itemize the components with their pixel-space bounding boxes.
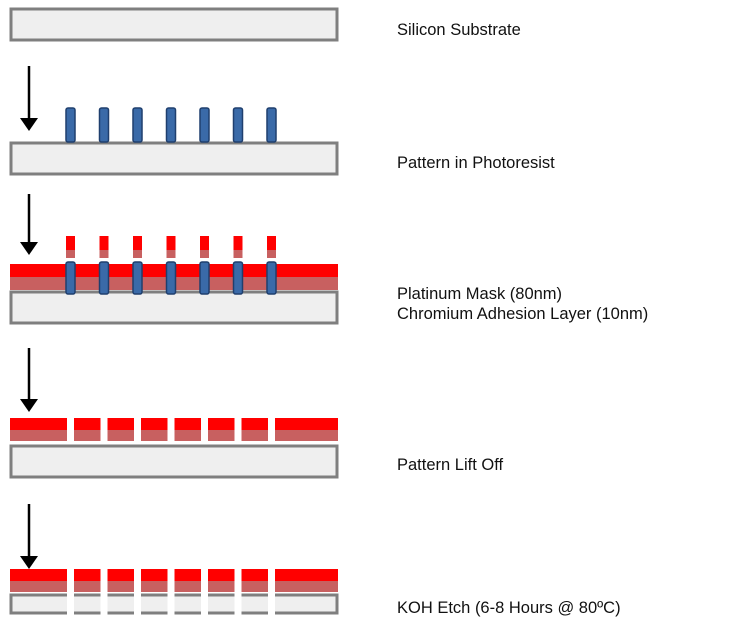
- step-label-silicon-substrate: Silicon Substrate: [397, 20, 521, 40]
- platinum-segment: [208, 569, 235, 581]
- platinum-segment: [107, 418, 134, 430]
- platinum-segment: [275, 569, 338, 581]
- step-label-metal-deposition: Platinum Mask (80nm) Chromium Adhesion L…: [397, 284, 648, 324]
- step-label-koh-etch: KOH Etch (6-8 Hours @ 80ºC): [397, 598, 621, 618]
- photoresist-pillar: [65, 107, 76, 143]
- step-3-metal-deposition: [9, 236, 339, 325]
- etched-trench: [167, 592, 175, 616]
- patterned-metal-mask: [10, 569, 338, 592]
- photoresist-pillars: [65, 107, 277, 143]
- photoresist-pillar: [65, 261, 76, 295]
- platinum-cap: [233, 236, 243, 250]
- chromium-cap: [267, 250, 276, 258]
- chromium-cap: [166, 250, 176, 258]
- silicon-substrate-layer: [9, 290, 339, 325]
- photoresist-pillar: [232, 261, 244, 295]
- label-line: Silicon Substrate: [397, 21, 521, 39]
- platinum-segment: [10, 569, 67, 581]
- chromium-segment: [241, 430, 268, 441]
- chromium-cap: [99, 250, 109, 258]
- photoresist-pillar: [165, 107, 177, 143]
- photoresist-pillar: [266, 107, 277, 143]
- step-4-pattern-lift-off: [9, 418, 339, 479]
- chromium-segment: [174, 581, 201, 592]
- platinum-cap: [66, 236, 75, 250]
- step-5-koh-etch: [9, 569, 339, 616]
- platinum-segment: [241, 418, 268, 430]
- etched-trench: [268, 592, 275, 616]
- photoresist-pillar: [266, 261, 277, 295]
- step-2-pattern-in-photoresist: [9, 107, 339, 176]
- etched-trench: [67, 592, 74, 616]
- label-line: KOH Etch (6-8 Hours @ 80ºC): [397, 599, 621, 617]
- etched-silicon-substrate: [9, 592, 339, 616]
- chromium-segment: [74, 581, 101, 592]
- label-line: Pattern Lift Off: [397, 456, 504, 474]
- platinum-segment: [74, 569, 101, 581]
- process-arrow-1: [20, 66, 38, 131]
- etched-trench: [134, 592, 141, 616]
- etched-trench: [100, 592, 108, 616]
- platinum-segment: [241, 569, 268, 581]
- chromium-segment: [208, 581, 235, 592]
- silicon-substrate-layer: [9, 7, 339, 42]
- etched-trench: [234, 592, 242, 616]
- platinum-cap: [99, 236, 109, 250]
- chromium-segment: [141, 581, 168, 592]
- patterned-metal-mask: [10, 418, 338, 441]
- photoresist-pillar: [165, 261, 177, 295]
- silicon-substrate-layer: [9, 141, 339, 176]
- chromium-segment: [275, 581, 338, 592]
- photoresist-pillar: [98, 261, 110, 295]
- platinum-segment: [208, 418, 235, 430]
- chromium-segment: [174, 430, 201, 441]
- label-line-platinum: Platinum Mask (80nm): [397, 285, 563, 303]
- platinum-cap: [166, 236, 176, 250]
- photoresist-pillar: [199, 261, 210, 295]
- chromium-segment: [10, 430, 67, 441]
- platinum-cap: [200, 236, 209, 250]
- photoresist-pillar: [132, 107, 143, 143]
- platinum-cap: [267, 236, 276, 250]
- platinum-segment: [174, 569, 201, 581]
- photoresist-pillar: [98, 107, 110, 143]
- platinum-segment: [10, 418, 67, 430]
- step-1-silicon-substrate: [9, 7, 339, 42]
- chromium-cap: [200, 250, 209, 258]
- platinum-segment: [141, 418, 168, 430]
- label-line: Pattern in Photoresist: [397, 154, 555, 172]
- platinum-segment: [174, 418, 201, 430]
- platinum-segment: [275, 418, 338, 430]
- process-arrow-2: [20, 194, 38, 255]
- platinum-cap: [133, 236, 142, 250]
- step-label-pattern-lift-off: Pattern Lift Off: [397, 455, 503, 475]
- chromium-segment: [275, 430, 338, 441]
- chromium-segment: [107, 430, 134, 441]
- platinum-segment: [107, 569, 134, 581]
- chromium-cap: [133, 250, 142, 258]
- platinum-segment: [74, 418, 101, 430]
- process-arrow-4: [20, 504, 38, 569]
- platinum-segment: [141, 569, 168, 581]
- label-line-chromium: Chromium Adhesion Layer (10nm): [397, 305, 649, 323]
- etched-trench: [201, 592, 208, 616]
- process-arrow-3: [20, 348, 38, 412]
- chromium-segment: [208, 430, 235, 441]
- photoresist-pillars-coated: [65, 236, 277, 295]
- silicon-substrate-layer: [9, 444, 339, 479]
- chromium-cap: [66, 250, 75, 258]
- photoresist-pillar: [132, 261, 143, 295]
- chromium-segment: [141, 430, 168, 441]
- chromium-segment: [241, 581, 268, 592]
- chromium-segment: [107, 581, 134, 592]
- chromium-segment: [74, 430, 101, 441]
- photoresist-pillar: [232, 107, 244, 143]
- chromium-cap: [233, 250, 243, 258]
- chromium-segment: [10, 581, 67, 592]
- step-label-pattern-in-photoresist: Pattern in Photoresist: [397, 153, 555, 173]
- photoresist-pillar: [199, 107, 210, 143]
